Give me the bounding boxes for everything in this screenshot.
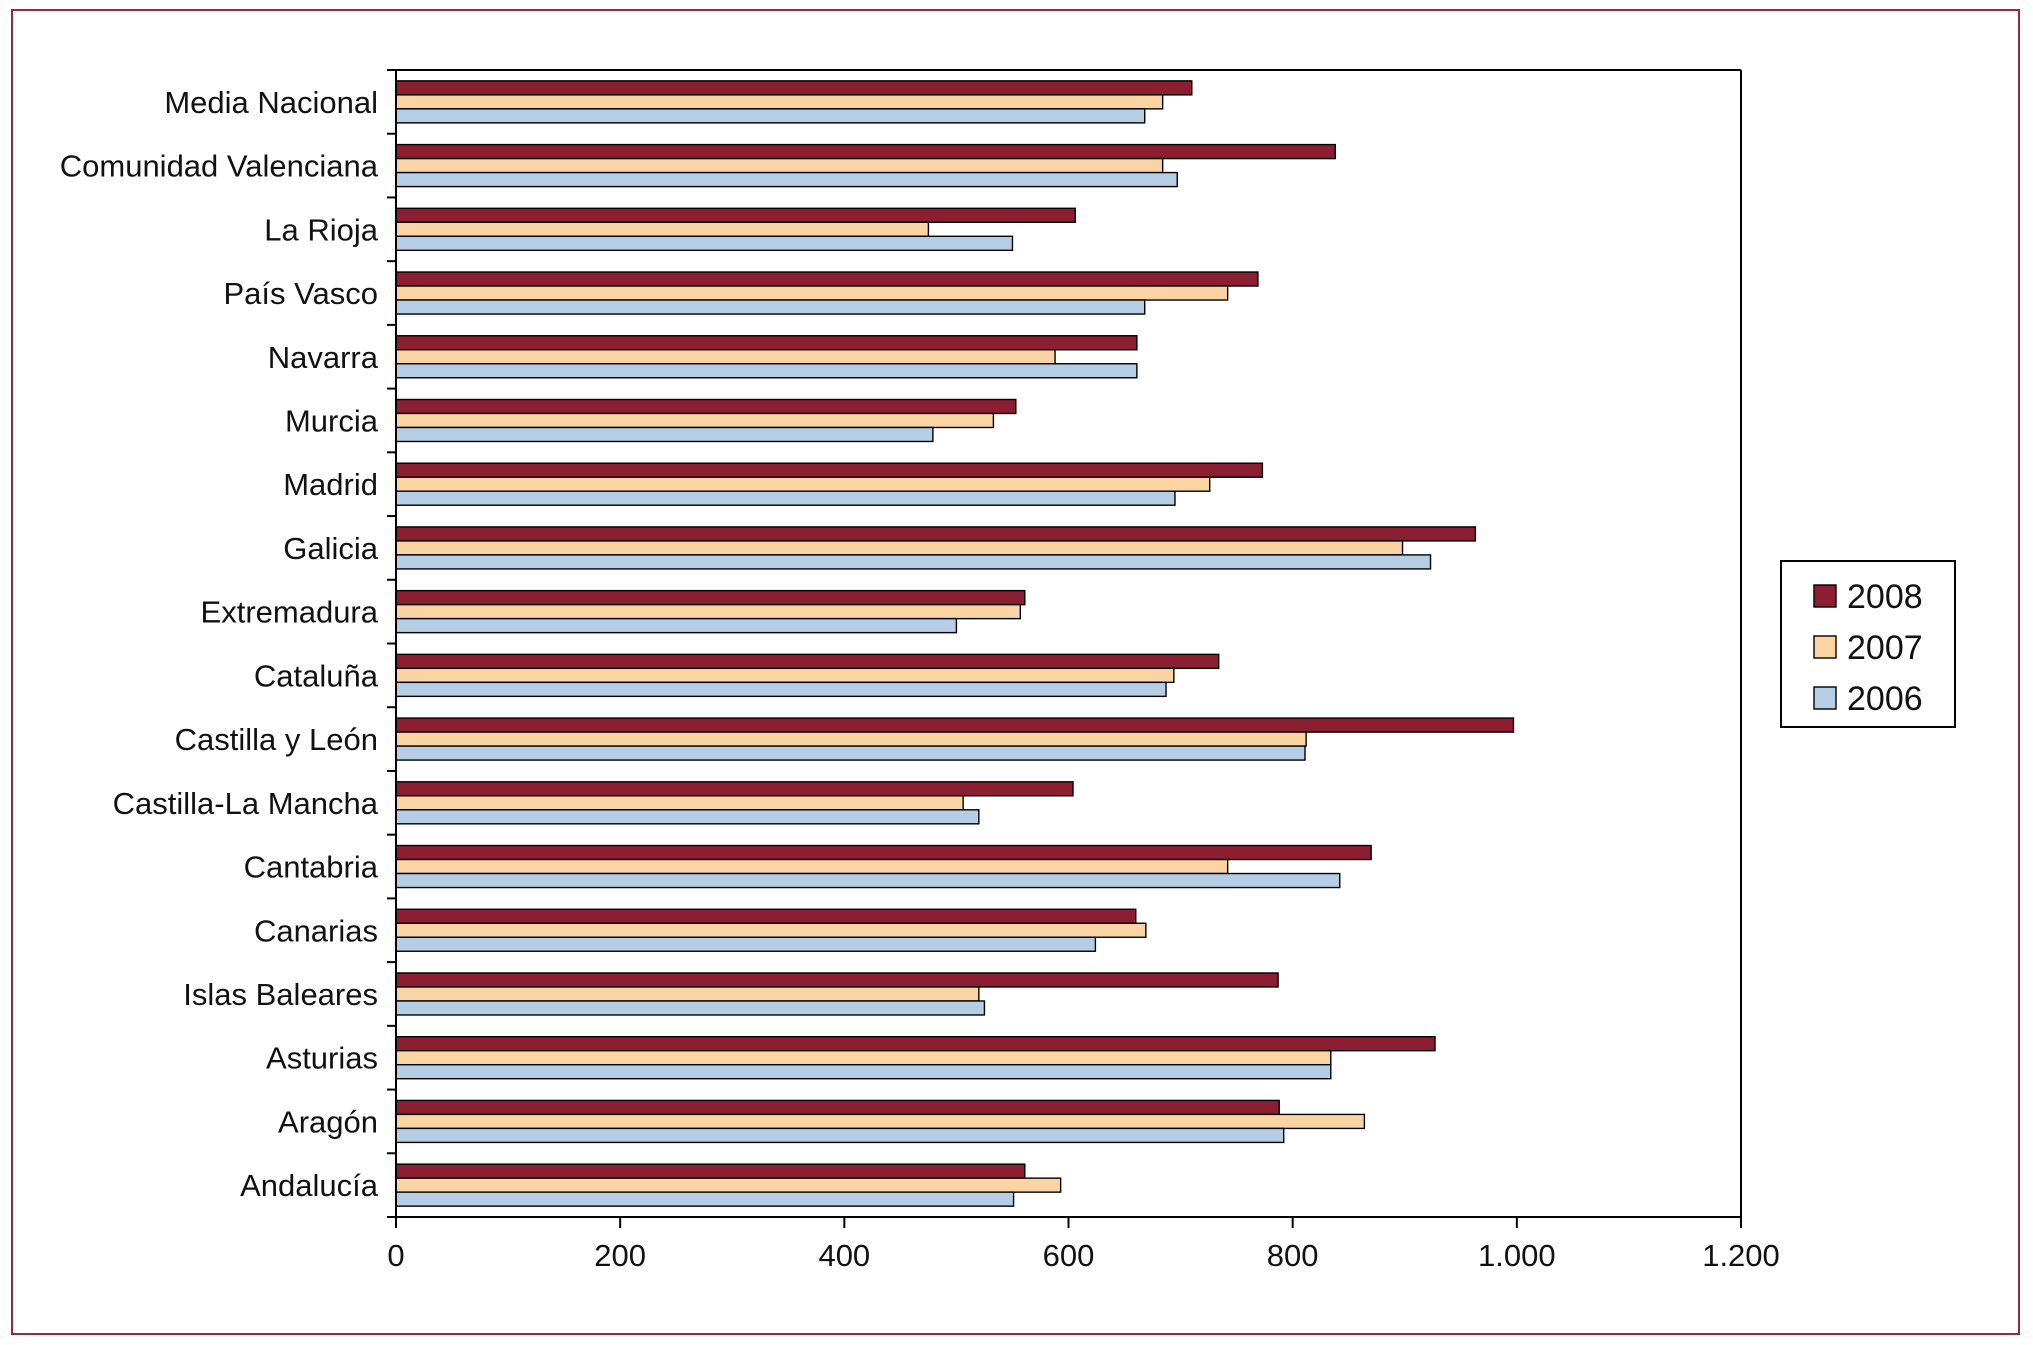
- bar-2008-8: [395, 589, 1026, 606]
- x-tick-label: 400: [818, 1238, 870, 1273]
- x-tick-label: 200: [594, 1238, 646, 1273]
- legend-label-2008: 2008: [1847, 578, 1923, 616]
- bar-2006-2: [395, 235, 1014, 252]
- bar-2007-16: [395, 1113, 1366, 1130]
- bar-2008-2: [395, 207, 1076, 224]
- bar-2008-9: [395, 653, 1220, 670]
- legend-swatch-2007: [1813, 635, 1837, 659]
- bar-2007-3: [395, 285, 1229, 301]
- bar-2007-2: [395, 221, 930, 238]
- category-label: Murcia: [285, 403, 379, 438]
- x-tick-label: 800: [1267, 1238, 1319, 1273]
- bar-2006-4: [395, 363, 1138, 379]
- category-label: Madrid: [283, 467, 378, 502]
- legend-label-2006: 2006: [1847, 680, 1923, 718]
- bar-2008-3: [395, 271, 1259, 287]
- bar-2008-16: [395, 1099, 1280, 1116]
- bar-2008-4: [395, 335, 1138, 351]
- category-label: La Rioja: [264, 212, 378, 247]
- bar-2007-13: [395, 922, 1147, 938]
- bar-2007-9: [395, 667, 1175, 684]
- bar-2006-6: [395, 490, 1176, 506]
- bar-2006-10: [395, 745, 1306, 761]
- category-label: Aragón: [278, 1104, 378, 1139]
- bar-2008-13: [395, 908, 1137, 924]
- category-label: Andalucía: [240, 1168, 379, 1203]
- bar-2006-13: [395, 936, 1097, 952]
- category-label: Extremadura: [201, 595, 379, 630]
- bar-2006-7: [395, 554, 1432, 570]
- bar-2006-1: [395, 171, 1178, 188]
- legend-box: [1780, 560, 1956, 728]
- x-tick-label: 1.200: [1702, 1238, 1780, 1273]
- bar-2007-10: [395, 731, 1307, 747]
- bar-2007-11: [395, 795, 964, 811]
- bar-2008-17: [395, 1163, 1026, 1179]
- bar-2007-12: [395, 858, 1229, 875]
- bar-2007-1: [395, 157, 1164, 174]
- category-label: Cantabria: [244, 850, 379, 885]
- bar-2008-1: [395, 143, 1336, 160]
- axes-layer: [387, 69, 1742, 1228]
- legend-swatch-2006: [1813, 686, 1837, 710]
- bar-2008-5: [395, 398, 1017, 415]
- bar-2008-0: [395, 80, 1193, 96]
- category-label: Navarra: [268, 340, 379, 375]
- bar-2006-17: [395, 1191, 1015, 1207]
- bar-2006-5: [395, 426, 934, 443]
- bar-2008-15: [395, 1035, 1436, 1052]
- category-label: Castilla y León: [175, 722, 378, 757]
- bar-2006-11: [395, 809, 980, 825]
- category-label: Comunidad Valenciana: [60, 149, 379, 184]
- bar-2007-14: [395, 986, 980, 1002]
- legend-label-2007: 2007: [1847, 629, 1923, 667]
- x-tick-label: 0: [387, 1238, 404, 1273]
- x-tick-label: 1.000: [1478, 1238, 1556, 1273]
- bar-2007-4: [395, 349, 1056, 365]
- bar-2006-3: [395, 299, 1146, 315]
- x-tick-label: 600: [1043, 1238, 1095, 1273]
- category-label: Cataluña: [254, 658, 379, 693]
- bar-2006-16: [395, 1127, 1285, 1144]
- category-label: Asturias: [266, 1041, 378, 1076]
- bar-2007-8: [395, 603, 1022, 620]
- bar-2008-10: [395, 717, 1515, 733]
- bar-2007-5: [395, 412, 995, 429]
- bar-2006-0: [395, 108, 1146, 124]
- bar-2006-12: [395, 872, 1341, 889]
- bars-layer: [395, 80, 1515, 1207]
- bar-2006-9: [395, 681, 1167, 698]
- legend: 2008 2007 2006: [1780, 560, 1956, 728]
- labels-layer: Media Nacional Comunidad Valenciana La Rio…: [60, 85, 1780, 1273]
- category-label: Castilla-La Mancha: [113, 786, 379, 821]
- bar-2007-7: [395, 540, 1404, 556]
- category-label: Galicia: [283, 531, 379, 566]
- category-label: Media Nacional: [164, 85, 378, 120]
- category-label: Islas Baleares: [183, 977, 378, 1012]
- bar-2006-8: [395, 617, 958, 634]
- category-label: País Vasco: [223, 276, 378, 311]
- bar-2006-14: [395, 1000, 986, 1016]
- category-label: Canarias: [254, 913, 378, 948]
- bar-2008-6: [395, 462, 1264, 478]
- legend-swatch-2008: [1813, 584, 1837, 608]
- bar-2008-14: [395, 972, 1279, 988]
- bar-2006-15: [395, 1063, 1332, 1080]
- bar-2007-17: [395, 1177, 1062, 1193]
- bar-2008-7: [395, 526, 1477, 542]
- bar-2007-6: [395, 476, 1211, 492]
- bar-2007-15: [395, 1049, 1332, 1066]
- bar-2008-12: [395, 844, 1372, 861]
- bar-2007-0: [395, 94, 1164, 110]
- bar-2008-11: [395, 781, 1074, 797]
